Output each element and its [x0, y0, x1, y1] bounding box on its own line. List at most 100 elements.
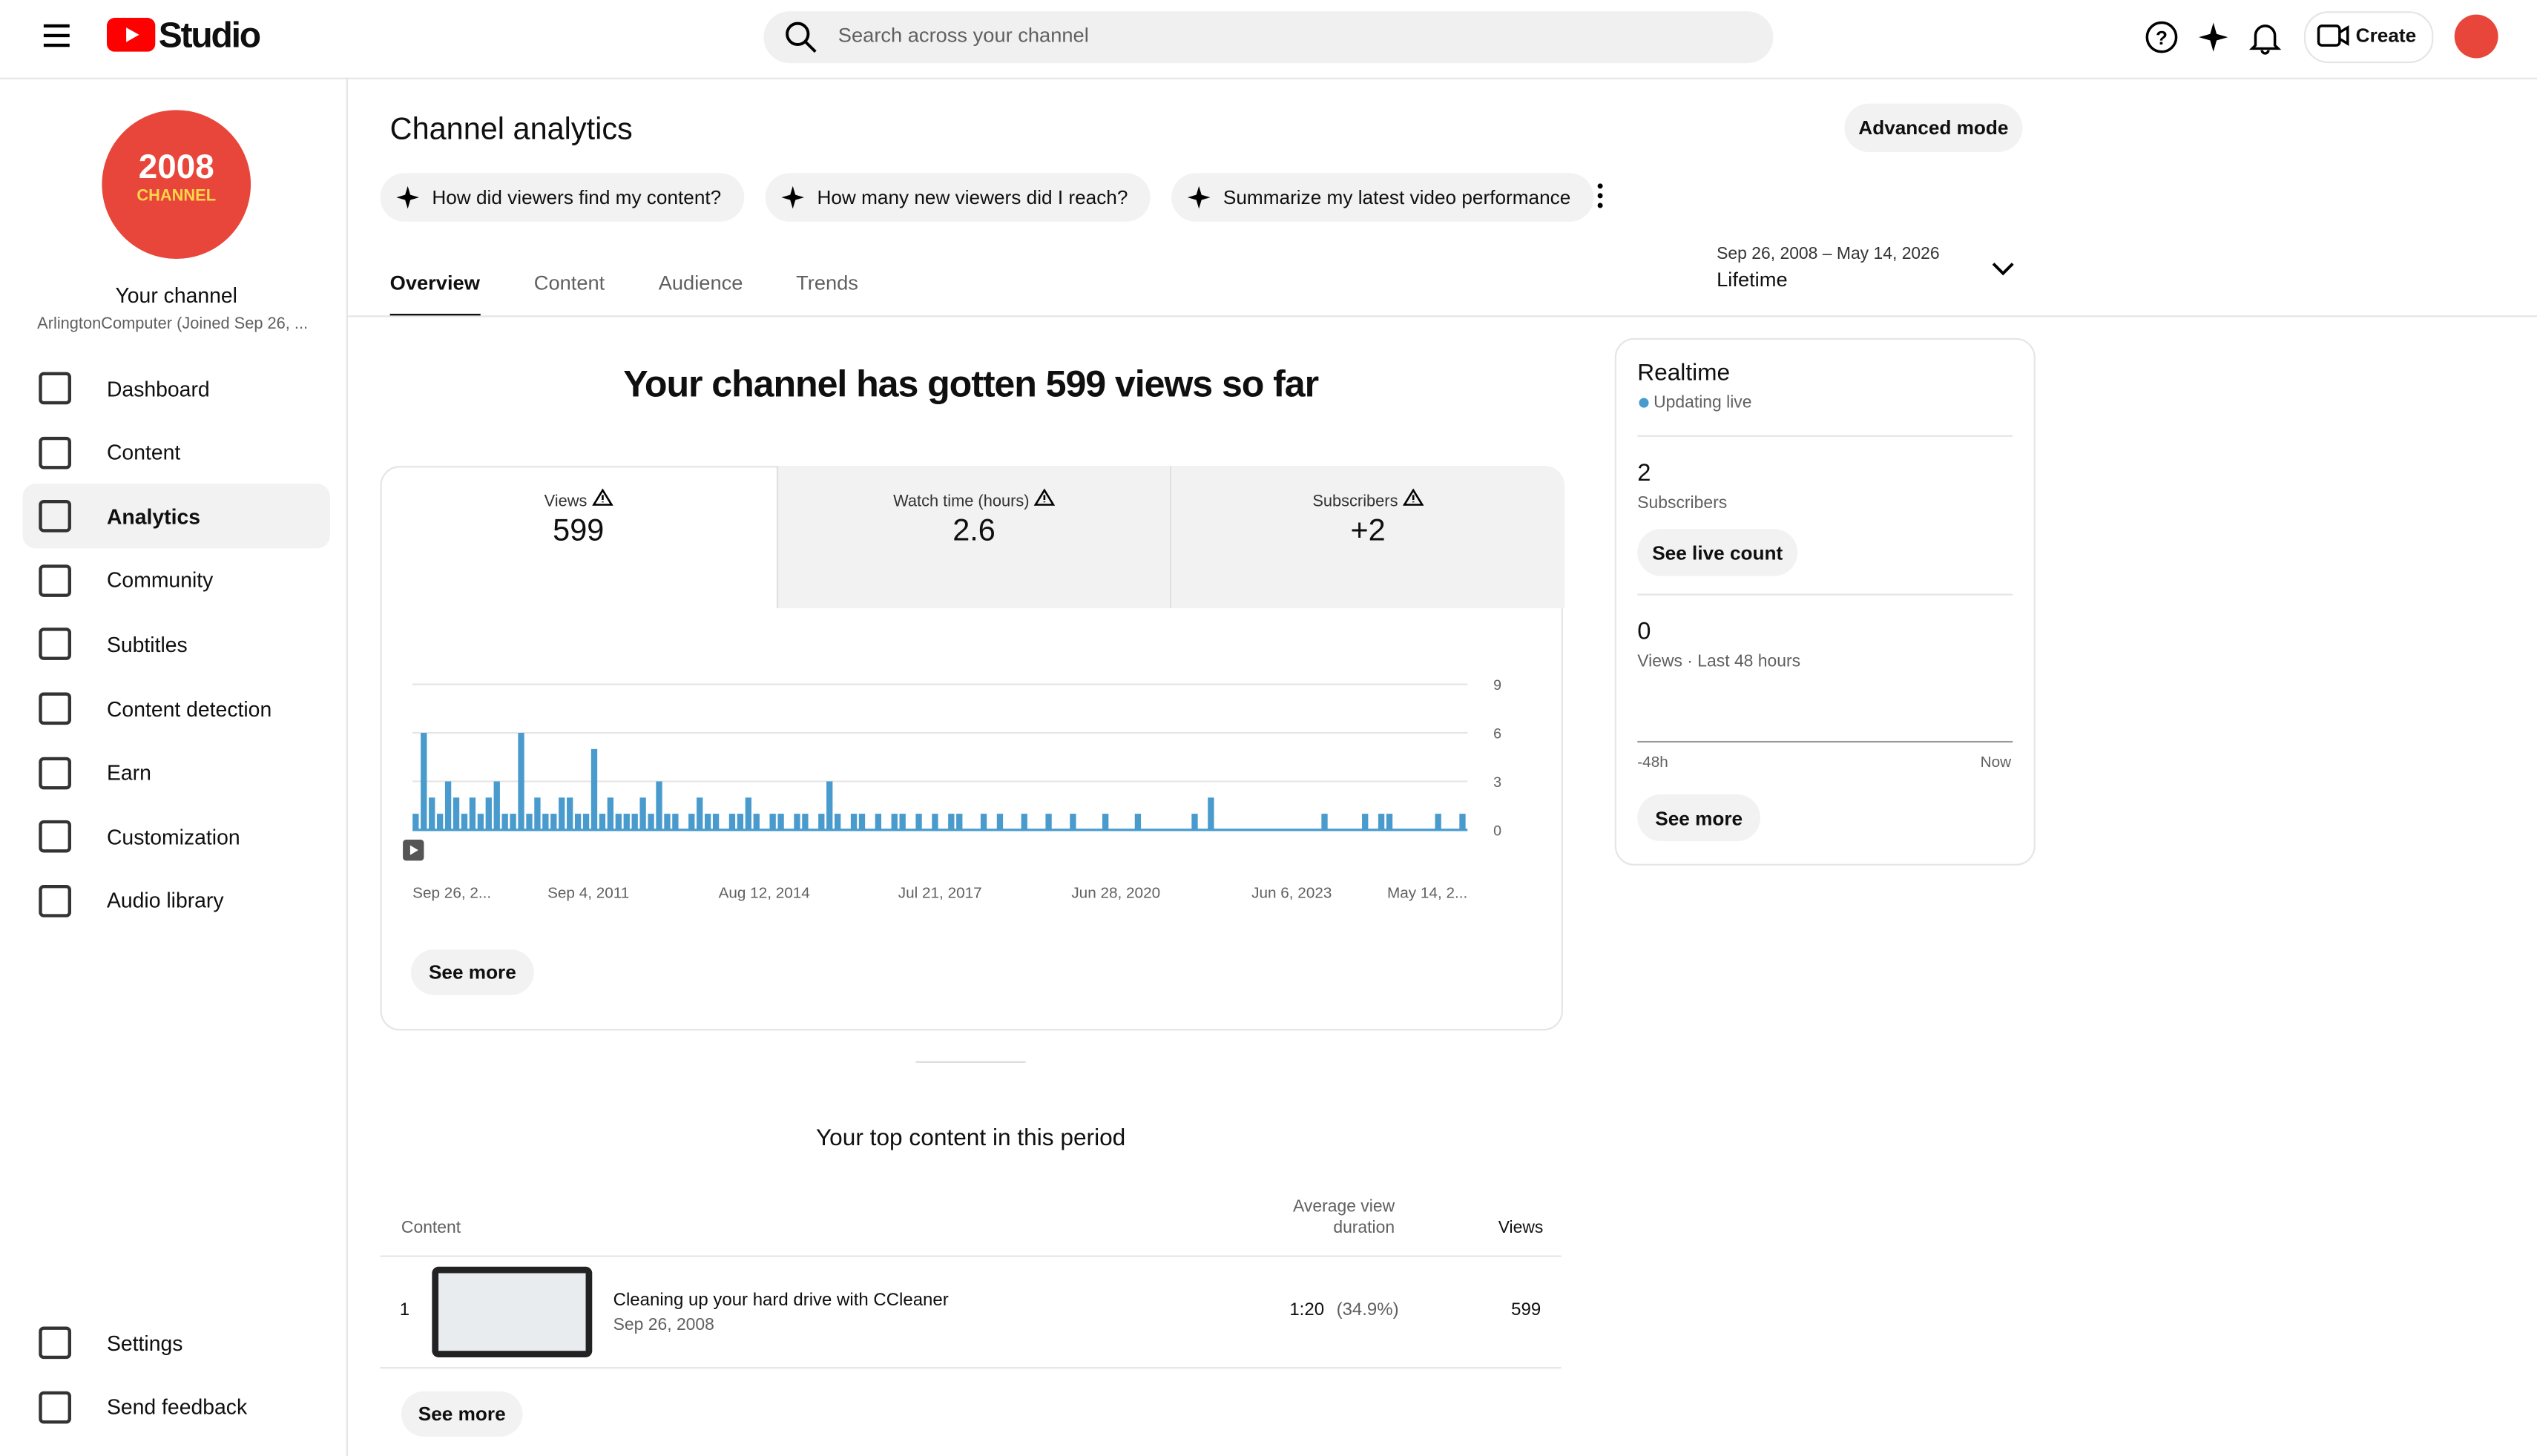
more-icon[interactable]: [1596, 182, 1605, 208]
metric-label: Watch time (hours): [777, 488, 1171, 511]
y-tick-label: 0: [1493, 823, 1501, 840]
sidebar-border: [346, 77, 348, 1456]
bar: [453, 797, 460, 830]
nav-item[interactable]: Community: [23, 548, 330, 613]
prompt-chip[interactable]: How many new viewers did I reach?: [765, 173, 1151, 222]
bar: [753, 814, 760, 830]
bar: [996, 814, 1004, 830]
nav-item[interactable]: Content detection: [23, 676, 330, 741]
nav-icon: [39, 884, 71, 918]
x-tick-label: Jun 6, 2023: [1251, 885, 1332, 902]
advanced-mode-button[interactable]: Advanced mode: [1844, 103, 2023, 153]
metric-tab[interactable]: Views 599: [382, 466, 775, 608]
prompt-chip[interactable]: Summarize my latest video performance: [1171, 173, 1593, 222]
bar: [891, 814, 898, 830]
metric-tab[interactable]: Subscribers +2: [1169, 466, 1565, 609]
bar: [826, 781, 833, 830]
nav-label: Community: [106, 568, 214, 593]
nav-item[interactable]: Audio library: [23, 869, 330, 933]
period[interactable]: Lifetime: [1717, 269, 1788, 291]
axis-label: Now: [1980, 754, 2012, 772]
chip-label: Summarize my latest video performance: [1223, 185, 1571, 209]
bar: [615, 814, 622, 830]
dropdown-icon[interactable]: [1992, 260, 2015, 277]
bar: [915, 814, 922, 830]
menu-icon[interactable]: [42, 23, 71, 49]
avatar-line: CHANNEL: [136, 188, 217, 205]
nav-item[interactable]: Earn: [23, 740, 330, 805]
prompt-chip[interactable]: How did viewers find my content?: [380, 173, 744, 222]
see-more-button[interactable]: See more: [1637, 794, 1761, 842]
tab[interactable]: Audience: [658, 271, 743, 294]
tab-divider: [346, 315, 2537, 317]
x-tick-label: Jun 28, 2020: [1071, 885, 1160, 902]
bar: [688, 814, 695, 830]
bar: [835, 814, 841, 830]
nav-icon: [39, 436, 71, 469]
live-count-button[interactable]: See live count: [1637, 529, 1798, 576]
y-tick-label: 3: [1493, 774, 1501, 791]
bar: [1321, 814, 1328, 830]
bar: [956, 814, 963, 830]
bar: [1045, 814, 1052, 830]
bar: [607, 797, 614, 830]
bar: [623, 814, 630, 830]
video-title[interactable]: Cleaning up your hard drive with CCleane…: [613, 1291, 949, 1311]
header-icons[interactable]: ?: [2145, 19, 2291, 55]
spark-icon: [396, 185, 419, 209]
see-more-button[interactable]: See more: [410, 949, 534, 995]
bar: [794, 814, 800, 830]
see-more-button[interactable]: See more: [401, 1391, 523, 1437]
nav-item[interactable]: Content: [23, 420, 330, 484]
play-glyph: [409, 845, 418, 855]
bar: [599, 814, 606, 830]
create-icon: [2317, 24, 2349, 47]
nav-item[interactable]: Send feedback: [23, 1374, 330, 1439]
top-bar: [0, 0, 2537, 79]
bar: [777, 814, 784, 830]
search-box[interactable]: [763, 11, 1774, 64]
tab[interactable]: Content: [533, 271, 605, 294]
bar: [1021, 814, 1027, 830]
bar: [567, 797, 573, 830]
nav-item[interactable]: Analytics: [22, 484, 330, 549]
chip-label: How many new viewers did I reach?: [817, 185, 1128, 209]
headline: Your channel has gotten 599 views so far: [623, 362, 1319, 405]
nav-label: Dashboard: [106, 376, 210, 401]
bar: [412, 814, 419, 830]
metric-label: Subscribers: [1171, 488, 1564, 511]
nav-icon: [39, 628, 71, 661]
bar: [1459, 814, 1466, 830]
nav-icon: [39, 500, 71, 533]
chip-label: How did viewers find my content?: [432, 185, 722, 209]
metric-value: 2.6: [952, 514, 996, 549]
tab[interactable]: Trends: [796, 271, 858, 294]
nav-item[interactable]: Subtitles: [23, 612, 330, 676]
svg-text:?: ?: [2156, 27, 2168, 49]
bar: [477, 814, 484, 830]
bar: [1134, 814, 1142, 830]
date-range[interactable]: Sep 26, 2008 – May 14, 2026: [1717, 244, 1940, 264]
spark-icon: [1187, 185, 1211, 209]
create-button[interactable]: [2303, 11, 2434, 64]
metric-tab[interactable]: Watch time (hours) 2.6: [775, 466, 1171, 609]
nav-item[interactable]: Settings: [23, 1311, 330, 1375]
bar: [429, 797, 435, 830]
account-avatar[interactable]: [2454, 14, 2498, 59]
video-thumbnail[interactable]: [432, 1266, 593, 1357]
views-chart: 0 3 6 9 Sep 26, 2... Sep 4, 2011 Aug 12, 2014 J…: [403, 677, 1501, 902]
logo-icon[interactable]: [106, 17, 156, 52]
bar: [737, 814, 744, 830]
nav-item[interactable]: Customization: [23, 804, 330, 869]
tab[interactable]: Overview: [389, 271, 480, 317]
row-views: 599: [1511, 1300, 1541, 1320]
channel-avatar[interactable]: 2008 CHANNEL: [102, 110, 251, 259]
logo-text[interactable]: Studio: [158, 14, 261, 56]
avatar-line: 2008: [138, 148, 214, 186]
bar: [664, 814, 671, 830]
nav-label: Earn: [106, 760, 151, 785]
nav-item[interactable]: Dashboard: [23, 356, 330, 421]
nav-label: Send feedback: [106, 1394, 248, 1420]
bar: [745, 797, 752, 830]
create-label[interactable]: Create: [2355, 24, 2417, 47]
